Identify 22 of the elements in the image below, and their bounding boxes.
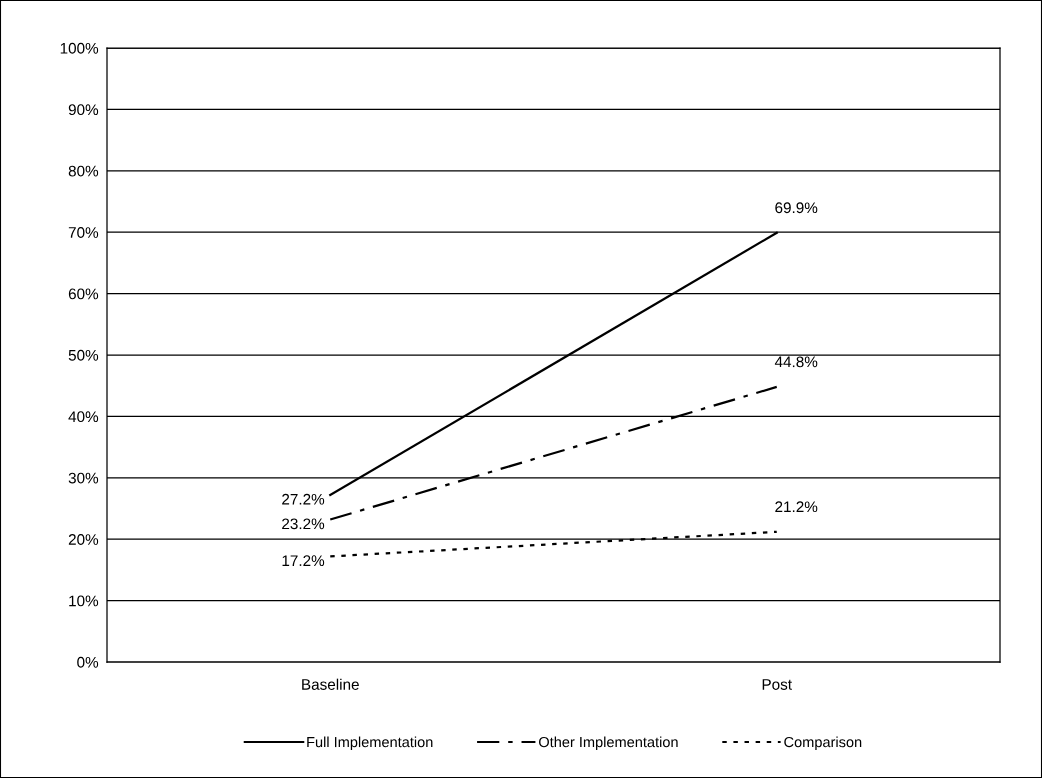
y-tick-label: 20% xyxy=(68,534,99,545)
data-label: 23.2% xyxy=(282,518,325,530)
x-tick-label: Post xyxy=(762,679,792,690)
y-tick-label: 50% xyxy=(68,349,99,361)
legend-label: Comparison xyxy=(784,736,862,751)
y-tick-label: 0% xyxy=(77,656,99,668)
x-tick-label: Baseline xyxy=(302,678,359,690)
y-tick-label: 90% xyxy=(68,104,99,116)
y-tick-label: 40% xyxy=(68,411,99,423)
y-tick-label: 100% xyxy=(60,42,99,54)
data-label: 17.2% xyxy=(282,555,325,566)
legend-label: Other Implementation xyxy=(539,736,678,751)
legend-label: Full Implementation xyxy=(307,736,433,751)
y-tick-label: 60% xyxy=(68,288,99,300)
data-label: 27.2% xyxy=(282,493,325,505)
data-label: 44.8% xyxy=(774,356,818,368)
data-label: 21.2% xyxy=(775,501,818,513)
data-label: 69.9% xyxy=(775,202,818,214)
y-tick-label: 30% xyxy=(68,472,99,484)
y-tick-label: 10% xyxy=(69,595,99,607)
y-tick-label: 80% xyxy=(68,165,99,177)
y-tick-label: 70% xyxy=(68,227,99,238)
